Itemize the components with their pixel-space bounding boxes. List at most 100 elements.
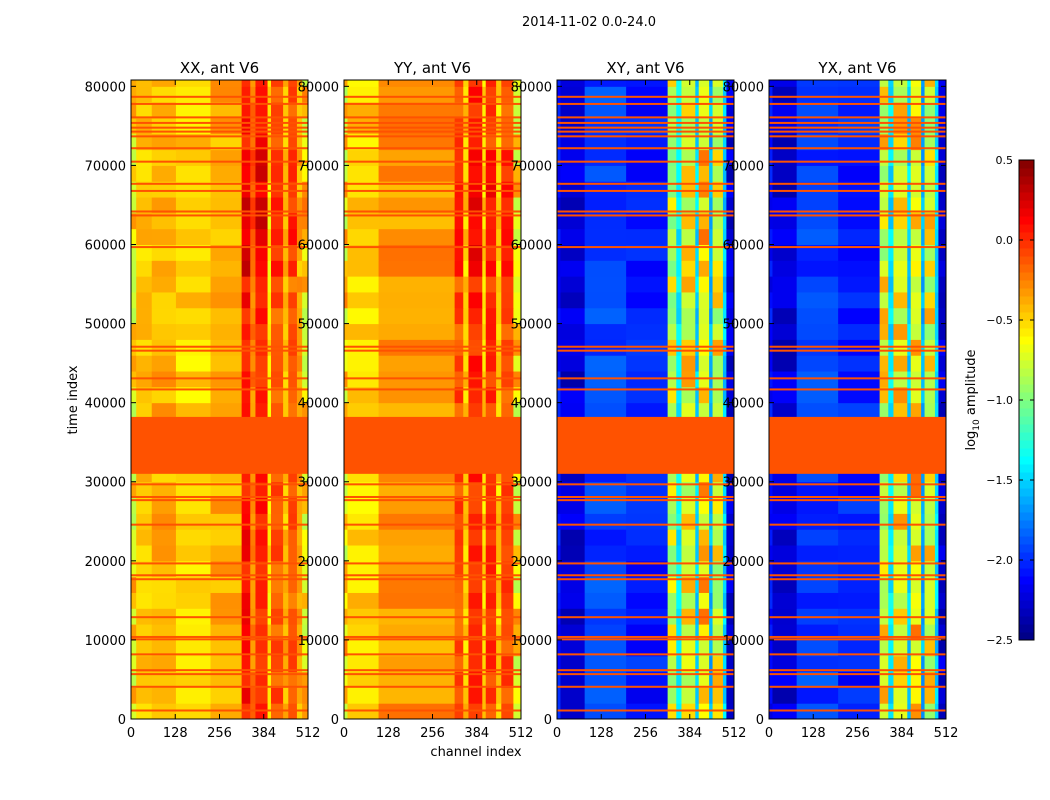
heatmap-cell [709,655,714,673]
heatmap-cell [151,212,177,230]
heatmap-cell [296,133,303,151]
heatmap-cell [921,545,926,562]
heatmap-cell [560,386,586,404]
heatmap-cell [482,402,487,419]
heatmap-cell [482,291,487,309]
flagged-row [344,495,521,498]
heatmap-cell [288,165,298,182]
heatmap-cell [250,86,256,103]
heatmap-cell [676,655,682,673]
heatmap-cell [709,592,714,609]
heatmap-cell [557,244,561,261]
heatmap-cell [210,687,243,704]
heatmap-cell [283,386,289,404]
heatmap-cell [695,639,700,657]
heatmap-cell [485,402,497,419]
heatmap-cell [557,165,561,182]
heatmap-cell [676,102,682,119]
heatmap-cell [454,624,464,641]
heatmap-cell [296,545,303,562]
heatmap-cell [378,671,456,688]
heatmap-cell [557,655,561,673]
heatmap-cell [772,165,798,182]
heatmap-cell [712,576,724,593]
heatmap-cell [772,244,798,261]
heatmap-cell [136,497,153,514]
flagged-row [769,210,946,213]
heatmap-cell [296,560,303,578]
heatmap-cell [501,513,514,530]
heatmap-cell [698,80,710,87]
heatmap-cell [288,276,298,293]
heatmap-cell [501,671,514,688]
flagged-row [557,638,734,641]
x-tick-label: 512 [296,726,321,741]
heatmap-cell [681,260,696,277]
heatmap-cell [888,165,894,182]
heatmap-cell [302,197,308,214]
heatmap-cell [485,465,497,483]
y-tick-label: 80000 [511,80,552,95]
heatmap-cell [838,560,881,578]
heatmap-cell [938,149,946,166]
colorbar-segment [1019,496,1034,505]
heatmap-cell [267,80,272,87]
heatmap-cell [267,307,272,325]
heatmap-cell [726,133,734,151]
colorbar-segment [1019,216,1034,225]
heatmap-cell [796,545,839,562]
heatmap-cell [893,671,908,688]
heatmap-cell [288,465,298,483]
heatmap-cell [267,639,272,657]
heatmap-cell [296,671,303,688]
heatmap-cell [296,212,303,230]
heatmap-cell [893,402,908,419]
heatmap-cell [485,117,497,135]
heatmap-cell [910,80,922,87]
heatmap-cell [496,497,502,514]
heatmap-cell [712,276,724,293]
heatmap-cell [769,513,773,530]
heatmap-cell [267,465,272,483]
heatmap-cell [584,655,627,673]
colorbar-segment [1019,160,1034,169]
y-tick-label: 70000 [298,159,339,174]
heatmap-cell [626,307,669,325]
heatmap-cell [893,228,908,245]
heatmap-cell [344,165,348,182]
heatmap-cell [769,481,773,499]
heatmap-cell [676,80,682,87]
heatmap-cell [726,291,734,309]
heatmap-cell [695,80,700,87]
heatmap-cell [667,165,677,182]
y-tick-label: 50000 [85,318,126,333]
heatmap-cell [454,197,464,214]
heatmap-cell [698,102,710,119]
heatmap-cell [921,355,926,372]
heatmap-cell [888,291,894,309]
heatmap-cell [131,323,137,340]
heatmap-cell [296,402,303,419]
heatmap-cell [250,529,256,546]
heatmap-cell [283,481,289,499]
heatmap-cell [468,576,483,593]
flagged-row [769,495,946,498]
heatmap-cell [250,355,256,372]
heatmap-cell [482,117,487,135]
heatmap-cell [560,149,586,166]
heatmap-cell [769,276,773,293]
heatmap-cell [709,323,714,340]
heatmap-cell [910,513,922,530]
heatmap-cell [210,655,243,673]
heatmap-cell [151,655,177,673]
heatmap-cell [557,228,561,245]
heatmap-cell [722,149,727,166]
heatmap-cell [271,639,284,657]
flagged-row [769,182,946,185]
colorbar-segment [1019,416,1034,425]
heatmap-cell [698,529,710,546]
colorbar: 0.50.0−0.5−1.0−1.5−2.0−2.5 [986,154,1035,647]
heatmap-cell [626,276,669,293]
heatmap-cell [698,117,710,135]
heatmap-cell [584,323,627,340]
